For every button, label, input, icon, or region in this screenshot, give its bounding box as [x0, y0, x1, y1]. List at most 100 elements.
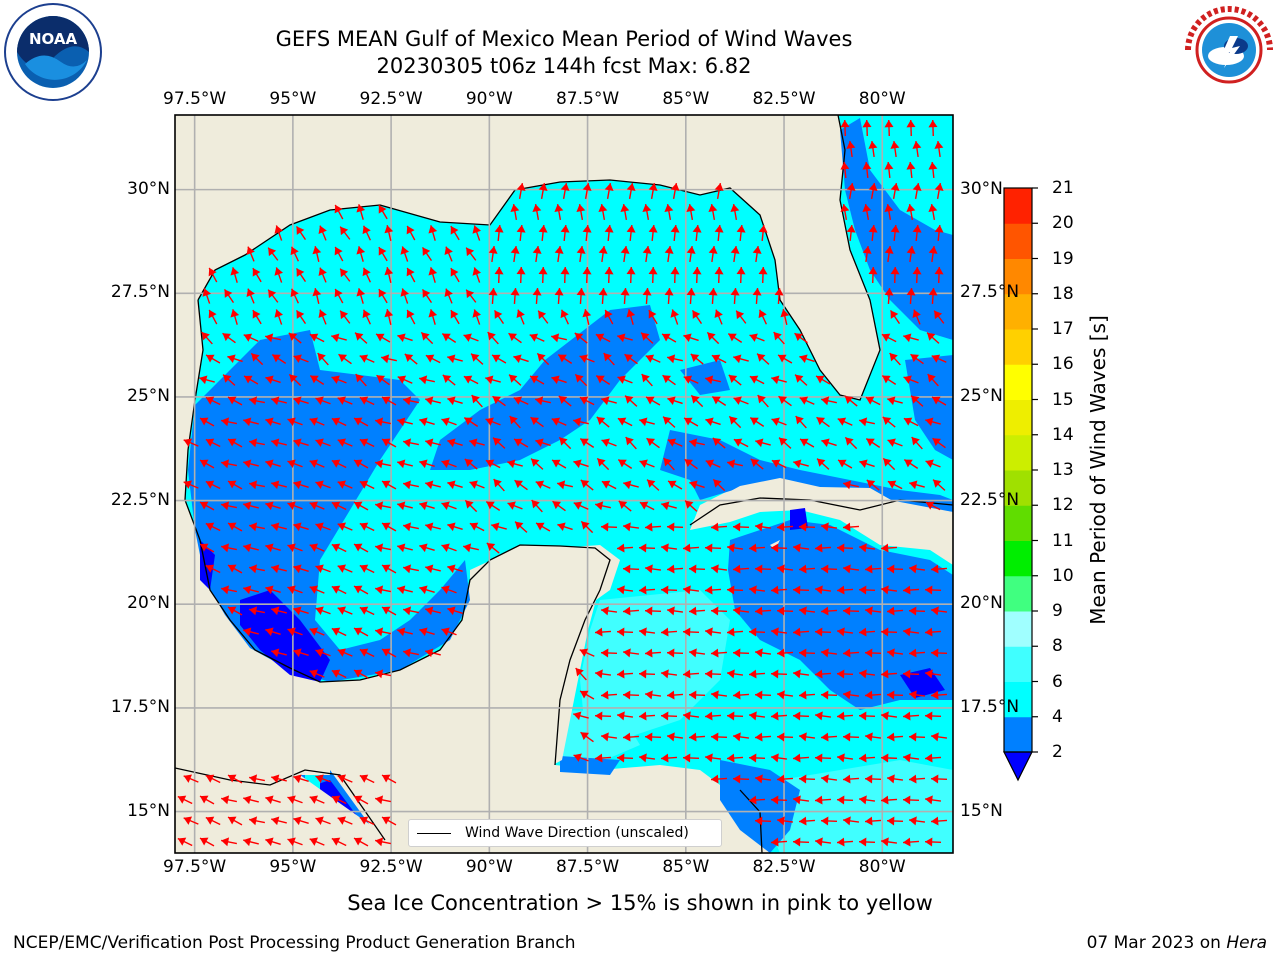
wave-arrow-head — [243, 417, 252, 427]
lat-tick-label: 25°N — [127, 385, 170, 406]
wave-arrow-head — [573, 417, 582, 427]
wave-arrow-head — [228, 438, 237, 447]
footer-date-text: 07 Mar 2023 on — [1086, 933, 1227, 953]
wave-arrow-head — [579, 648, 589, 657]
wave-arrow-head — [560, 225, 570, 233]
wave-arrow-head — [771, 837, 779, 847]
wave-arrow-head — [494, 267, 504, 275]
wave-arrow-head — [425, 606, 434, 616]
colorbar-label: Mean Period of Wind Waves [s] — [1086, 315, 1110, 625]
colorbar-tick-label: 4 — [1052, 706, 1063, 727]
wave-arrow-head — [223, 374, 232, 383]
wave-arrow-head — [868, 141, 878, 149]
wave-arrow-head — [206, 354, 215, 363]
wave-arrow-head — [271, 816, 280, 826]
wave-arrow-head — [287, 459, 296, 468]
lat-tick-label: 27.5°N — [110, 282, 170, 303]
wave-arrow-head — [362, 309, 371, 319]
wave-arrow-head — [925, 585, 933, 595]
wave-arrow-head — [623, 732, 631, 742]
wave-arrow-head — [595, 753, 603, 763]
wave-arrow-head — [815, 585, 823, 595]
wave-arrow-head — [705, 375, 714, 385]
wave-arrow-head — [268, 247, 277, 257]
wave-arrow-head — [903, 333, 912, 343]
wave-arrow-head — [799, 564, 807, 574]
wave-arrow-head — [794, 333, 803, 342]
wave-arrow-head — [816, 375, 825, 384]
wave-arrow-head — [293, 606, 302, 616]
wave-arrow-head — [271, 522, 280, 532]
colorbar-segment — [1004, 258, 1032, 295]
lon-tick-label: 90°W — [465, 857, 513, 877]
footer-branch: NCEP/EMC/Verification Post Processing Pr… — [13, 933, 576, 953]
wave-arrow-head — [228, 522, 237, 531]
wave-arrow-head — [315, 774, 324, 783]
wave-arrow-head — [265, 375, 274, 385]
colorbar-tick-label: 9 — [1052, 601, 1063, 621]
wave-arrow-head — [574, 332, 584, 341]
wave-arrow-head — [626, 225, 636, 233]
wave-arrow-head — [799, 774, 807, 784]
wave-arrow-head — [551, 375, 560, 385]
wave-arrow-head — [927, 332, 936, 341]
wave-arrow-head — [296, 310, 305, 319]
colorbar-segment — [1004, 188, 1032, 224]
wave-arrow-head — [793, 753, 801, 763]
wave-arrow-head — [340, 310, 349, 320]
wave-arrow-head — [793, 711, 801, 721]
wave-arrow-head — [837, 711, 845, 721]
wave-arrow-head — [441, 543, 450, 552]
wave-arrow-head — [750, 417, 759, 426]
wave-arrow-head — [403, 396, 412, 406]
wave-arrow-head — [227, 354, 236, 364]
wave-arrow-head — [777, 732, 785, 742]
wave-arrow-head — [711, 606, 719, 616]
wave-arrow-head — [221, 417, 230, 427]
wave-arrow-head — [639, 753, 647, 763]
wave-arrow-head — [205, 816, 215, 825]
wave-arrow-head — [906, 120, 916, 128]
wave-arrow-head — [931, 648, 939, 658]
wave-arrow-head — [359, 438, 369, 447]
wave-arrow-head — [661, 711, 669, 721]
wave-arrow-head — [340, 226, 349, 236]
wave-arrow-head — [752, 246, 762, 254]
wave-arrow-head — [397, 543, 406, 553]
wave-arrow-head — [925, 459, 934, 468]
wave-arrow-head — [595, 627, 603, 637]
wave-arrow-head — [428, 309, 438, 318]
wave-arrow-head — [400, 246, 409, 255]
wave-arrow-head — [623, 690, 631, 700]
wave-arrow-head — [639, 711, 647, 721]
wave-arrow-head — [670, 267, 680, 275]
wave-arrow-head — [865, 732, 873, 742]
wave-arrow-head — [354, 585, 363, 594]
wave-arrow-head — [705, 669, 713, 679]
wave-arrow-head — [866, 479, 876, 488]
wave-arrow-head — [601, 690, 609, 700]
wave-arrow-head — [625, 437, 634, 446]
lat-tick-label: 17.5°N — [110, 696, 170, 717]
wave-arrow-head — [309, 501, 319, 510]
wave-arrow-head — [758, 225, 768, 233]
wave-arrow-head — [177, 837, 187, 846]
wave-arrow-head — [331, 585, 341, 594]
wave-arrow-head — [604, 225, 614, 233]
wave-arrow-head — [290, 288, 299, 298]
wave-arrow-head — [912, 141, 922, 149]
wave-arrow-head — [927, 374, 936, 383]
wave-arrow-head — [711, 732, 719, 742]
wave-arrow-head — [315, 648, 324, 657]
wave-arrow-head — [382, 438, 391, 447]
wave-arrow-head — [491, 522, 500, 532]
wave-arrow-head — [714, 225, 724, 233]
wave-arrow-head — [535, 438, 544, 448]
wave-arrow-head — [315, 564, 324, 573]
wave-arrow-head — [843, 480, 852, 490]
wave-arrow-head — [428, 267, 438, 276]
wave-arrow-head — [251, 353, 260, 362]
wave-arrow-head — [931, 564, 939, 574]
wave-arrow-head — [618, 459, 627, 468]
wave-arrow-head — [450, 226, 459, 235]
